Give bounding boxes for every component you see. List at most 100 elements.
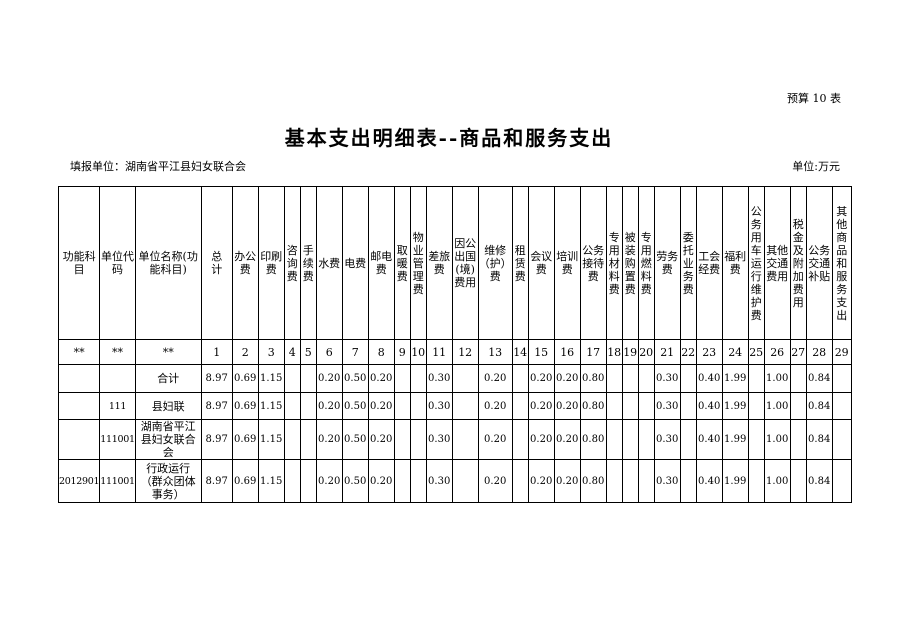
value-cell [621, 392, 639, 420]
value-cell: 0.20 [477, 459, 513, 503]
column-header: 被装购置费 [621, 186, 639, 340]
column-header: 公务交通补贴 [805, 186, 833, 340]
value-cell: 8.97 [200, 364, 233, 393]
value-cell [393, 364, 411, 393]
value-cell: 0.20 [527, 419, 555, 460]
value-cell: 0.69 [231, 419, 259, 460]
value-cell [789, 364, 807, 393]
value-cell [621, 364, 639, 393]
column-code: 2 [231, 339, 259, 365]
column-code: 19 [621, 339, 639, 365]
value-cell [511, 364, 529, 393]
value-cell: 8.97 [200, 392, 233, 420]
value-cell: 1.99 [721, 459, 749, 503]
column-code: 14 [511, 339, 529, 365]
column-header: 电费 [341, 186, 369, 340]
value-cell [511, 459, 529, 503]
unit-code-cell [99, 364, 136, 393]
column-code: 13 [477, 339, 513, 365]
function-code-cell [57, 419, 101, 460]
value-cell [409, 364, 427, 393]
value-cell [679, 419, 697, 460]
value-cell: 0.20 [477, 419, 513, 460]
column-header: 取暖费 [393, 186, 411, 340]
column-code: 6 [315, 339, 343, 365]
value-cell: 0.30 [425, 364, 453, 393]
column-header: 水费 [315, 186, 343, 340]
value-cell [283, 419, 301, 460]
column-code: 7 [341, 339, 369, 365]
value-cell [831, 364, 852, 393]
value-cell [679, 392, 697, 420]
value-cell [393, 392, 411, 420]
function-code-cell [57, 364, 101, 393]
value-cell [511, 392, 529, 420]
column-code: ** [134, 339, 202, 365]
value-cell: 0.20 [553, 459, 581, 503]
basic-expense-table: 功能科目 单位代码 单位名称(功能科目) 总计 办公费 印刷费 咨询费 手续费 水费 电费 邮电费取… [57, 186, 852, 503]
column-header: 公务接待费 [579, 186, 607, 340]
column-header: 单位名称(功能科目) [134, 186, 202, 340]
column-header: 劳务费 [653, 186, 681, 340]
value-cell: 0.20 [527, 392, 555, 420]
column-header: 会议费 [527, 186, 555, 340]
value-cell: 0.30 [653, 459, 681, 503]
value-cell [409, 419, 427, 460]
column-code: 20 [637, 339, 655, 365]
value-cell [511, 419, 529, 460]
value-cell: 1.99 [721, 419, 749, 460]
column-header: 专用材料费 [605, 186, 623, 340]
value-cell: 0.50 [341, 364, 369, 393]
value-cell [605, 459, 623, 503]
value-cell [283, 392, 301, 420]
column-header: 差旅费 [425, 186, 453, 340]
value-cell: 1.00 [763, 364, 791, 393]
value-cell: 0.80 [579, 419, 607, 460]
column-code: 21 [653, 339, 681, 365]
value-cell: 0.20 [315, 392, 343, 420]
value-cell: 0.20 [553, 364, 581, 393]
column-header: 公务用车运行维护费 [747, 186, 765, 340]
value-cell [283, 364, 301, 393]
page-title: 基本支出明细表--商品和服务支出 [284, 126, 614, 150]
value-cell: 0.40 [695, 364, 723, 393]
value-cell: 0.50 [341, 459, 369, 503]
value-cell [299, 392, 317, 420]
report-unit-label: 填报单位：湖南省平江县妇女联合会 [70, 160, 246, 173]
value-cell [409, 459, 427, 503]
column-code: 3 [257, 339, 285, 365]
value-cell: 0.80 [579, 364, 607, 393]
column-code: 17 [579, 339, 607, 365]
value-cell: 0.84 [805, 419, 833, 460]
value-cell: 0.20 [477, 364, 513, 393]
column-header: 咨询费 [283, 186, 301, 340]
value-cell [747, 419, 765, 460]
column-header: 委托业务费 [679, 186, 697, 340]
column-code: 28 [805, 339, 833, 365]
column-header: 办公费 [231, 186, 259, 340]
column-code: 22 [679, 339, 697, 365]
column-code: 4 [283, 339, 301, 365]
table-code-row: ** ** ** 1 2 3 4 5 6 7 8 9 10 11 12 13 14 15 16 17 18 19 20 21 2… [57, 339, 852, 365]
column-code: 15 [527, 339, 555, 365]
value-cell [637, 419, 655, 460]
unit-code-cell: 111001 [99, 459, 136, 503]
meta-row: 填报单位：湖南省平江县妇女联合会 单位:万元 [70, 158, 840, 174]
column-code: 24 [721, 339, 749, 365]
value-cell: 1.00 [763, 419, 791, 460]
value-cell: 1.99 [721, 392, 749, 420]
value-cell: 0.20 [315, 459, 343, 503]
column-code: 9 [393, 339, 411, 365]
value-cell: 0.20 [553, 392, 581, 420]
value-cell [831, 419, 852, 460]
column-header: 专用燃料费 [637, 186, 655, 340]
column-code: 8 [367, 339, 395, 365]
value-cell: 0.40 [695, 419, 723, 460]
column-code: 10 [409, 339, 427, 365]
column-header: 福利费 [721, 186, 749, 340]
value-cell: 1.15 [257, 364, 285, 393]
column-code: 26 [763, 339, 791, 365]
column-header: 单位代码 [99, 186, 136, 340]
table-row: 111 县妇联 8.97 0.69 1.15 0.20 0.50 0.20 0.30 0.20 0.… [57, 392, 852, 420]
